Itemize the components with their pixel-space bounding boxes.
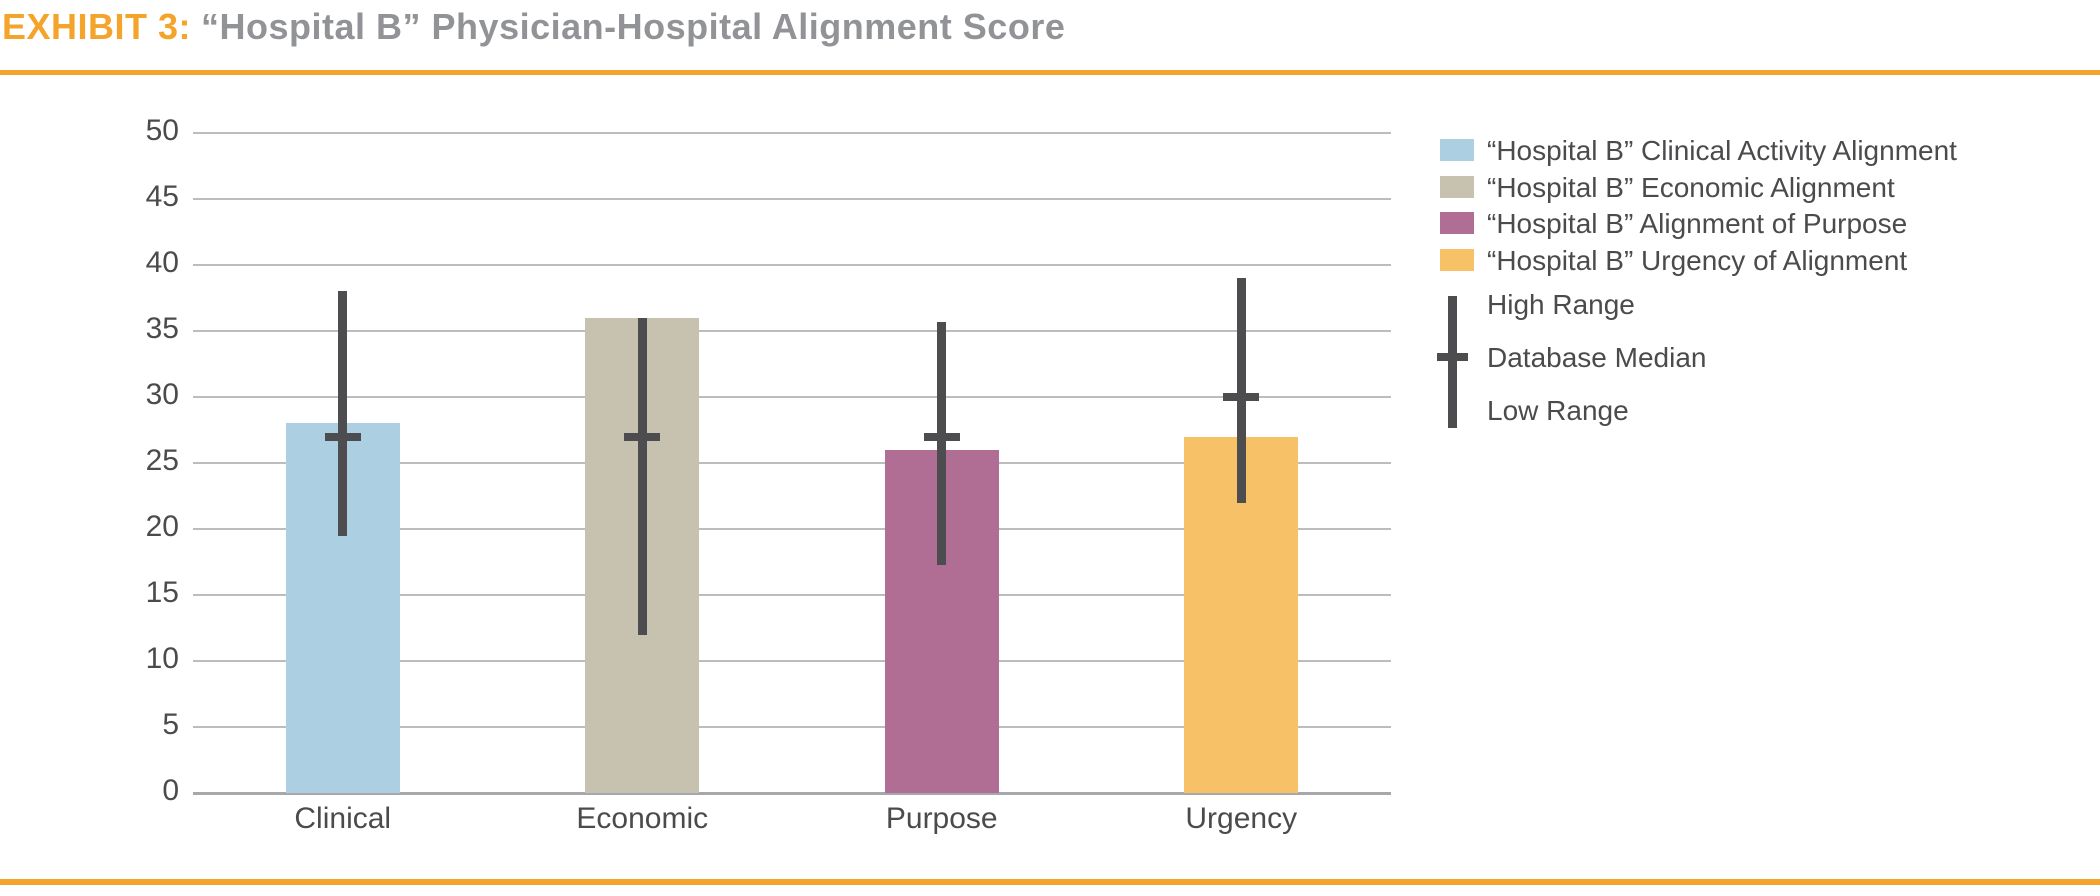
median-marker-clinical xyxy=(324,432,361,441)
gridline-35 xyxy=(193,330,1391,332)
legend-label-database-median: Database Median xyxy=(1487,342,1707,373)
y-tick-label-50: 50 xyxy=(145,114,179,147)
legend-swatch-purpose xyxy=(1440,212,1474,234)
legend-label-urgency: “Hospital B” Urgency of Alignment xyxy=(1487,244,1908,276)
x-axis-line xyxy=(193,792,1391,795)
y-tick-label-40: 40 xyxy=(145,246,179,279)
legend-swatch-clinical xyxy=(1440,139,1474,161)
y-tick-label-15: 15 xyxy=(145,576,179,609)
median-marker-economic xyxy=(624,432,661,441)
gridline-10 xyxy=(193,660,1391,662)
legend-error-bar-icon xyxy=(1448,296,1457,428)
y-tick-label-0: 0 xyxy=(162,774,179,807)
y-tick-label-20: 20 xyxy=(145,510,179,543)
x-axis-label-economic: Economic xyxy=(576,802,709,835)
error-range-urgency xyxy=(1236,278,1246,503)
legend-swatch-urgency xyxy=(1440,248,1474,271)
error-range-purpose xyxy=(937,321,947,565)
exhibit-number-label: EXHIBIT 3: xyxy=(2,6,192,47)
legend-label-purpose: “Hospital B” Alignment of Purpose xyxy=(1487,208,1908,239)
legend-label-economic: “Hospital B” Economic Alignment xyxy=(1487,171,1895,203)
legend-label-clinical: “Hospital B” Clinical Activity Alignment xyxy=(1487,135,1957,166)
gridline-50 xyxy=(193,132,1391,134)
gridline-30 xyxy=(193,396,1391,398)
header-rule xyxy=(0,70,2100,75)
y-tick-label-35: 35 xyxy=(145,312,179,345)
gridline-5 xyxy=(193,726,1391,728)
x-axis-label-purpose: Purpose xyxy=(885,802,998,835)
legend-median-icon xyxy=(1437,353,1468,361)
error-range-clinical xyxy=(338,291,348,536)
legend-label-low-range: Low Range xyxy=(1487,395,1629,426)
legend-label-high-range: High Range xyxy=(1487,289,1635,320)
page-title: EXHIBIT 3: “Hospital B” Physician-Hospita… xyxy=(2,6,2082,48)
gridline-20 xyxy=(193,528,1391,530)
x-axis-label-clinical: Clinical xyxy=(294,802,392,835)
median-marker-urgency xyxy=(1223,393,1260,401)
gridline-45 xyxy=(193,198,1391,200)
gridline-25 xyxy=(193,462,1391,464)
median-marker-purpose xyxy=(923,432,960,441)
y-tick-label-30: 30 xyxy=(145,378,179,411)
gridline-40 xyxy=(193,264,1391,266)
error-range-economic xyxy=(637,317,647,635)
y-tick-label-25: 25 xyxy=(145,444,179,477)
y-tick-label-10: 10 xyxy=(145,642,179,675)
y-tick-label-45: 45 xyxy=(145,180,179,213)
gridline-15 xyxy=(193,594,1391,596)
x-axis-label-urgency: Urgency xyxy=(1185,802,1298,835)
exhibit-title-text: “Hospital B” Physician-Hospital Alignmen… xyxy=(201,6,1066,47)
legend-swatch-economic xyxy=(1440,175,1474,198)
footer-rule xyxy=(0,879,2100,885)
y-tick-label-5: 5 xyxy=(162,708,179,741)
